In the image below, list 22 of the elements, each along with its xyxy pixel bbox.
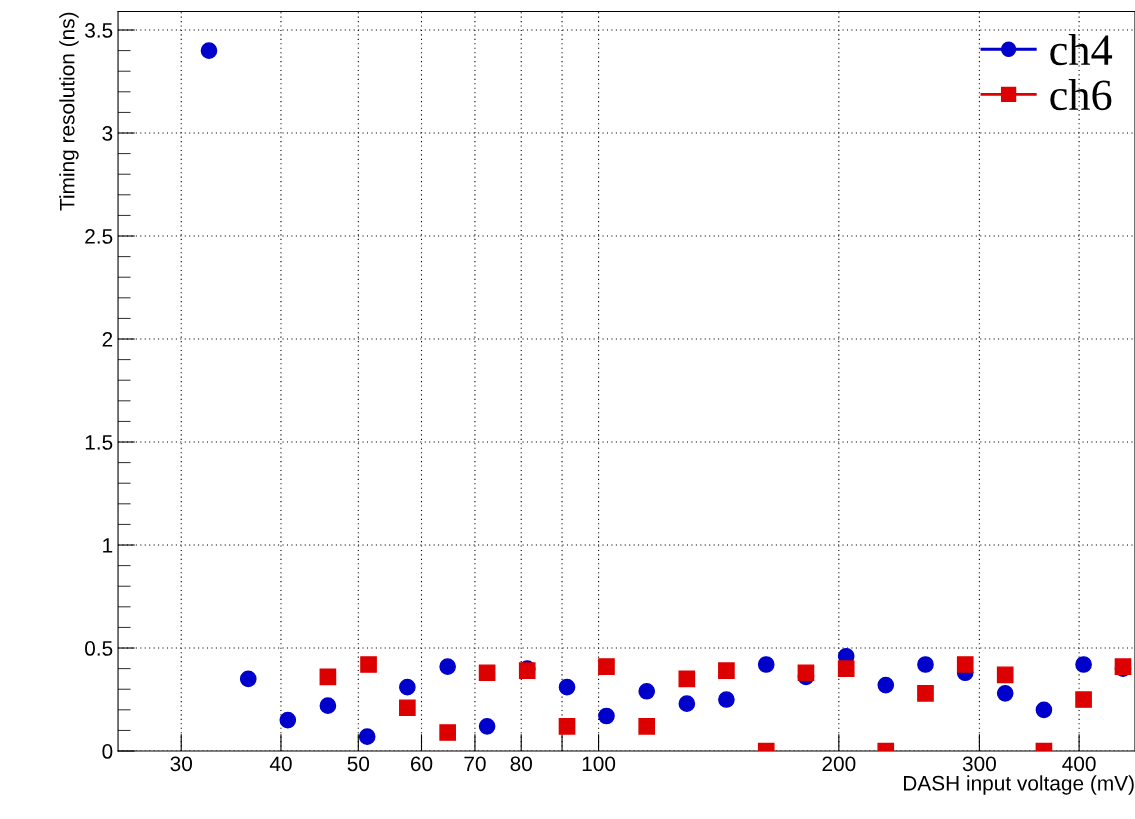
y-tick-label: 2 (102, 332, 113, 347)
y-tick-label: 1.5 (85, 435, 113, 450)
y-axis-title: Timing resolution (ns) (59, 12, 79, 211)
y-tick-label: 3 (102, 126, 113, 141)
y-tick-label: 3.5 (85, 23, 113, 38)
y-tick-label: 1 (103, 538, 113, 553)
legend-label: ch4 (1050, 33, 1113, 66)
x-tick-label: 300 (962, 756, 996, 772)
y-tick-label: 2.5 (85, 229, 113, 244)
x-tick-label: 40 (269, 756, 292, 772)
legend-label: ch6 (1050, 78, 1112, 111)
x-tick-label: 400 (1062, 756, 1096, 772)
x-axis-title: DASH input voltage (mV) (903, 775, 1134, 795)
x-tick-label: 100 (582, 756, 616, 772)
x-tick-label: 30 (170, 756, 193, 772)
y-tick-label: 0.5 (85, 641, 113, 656)
y-tick-label: 0 (102, 744, 113, 759)
x-tick-label: 50 (347, 756, 370, 772)
x-tick-label: 70 (464, 756, 486, 772)
x-tick-label: 200 (822, 756, 856, 772)
x-tick-label: 60 (410, 756, 433, 772)
x-tick-label: 80 (510, 756, 532, 772)
